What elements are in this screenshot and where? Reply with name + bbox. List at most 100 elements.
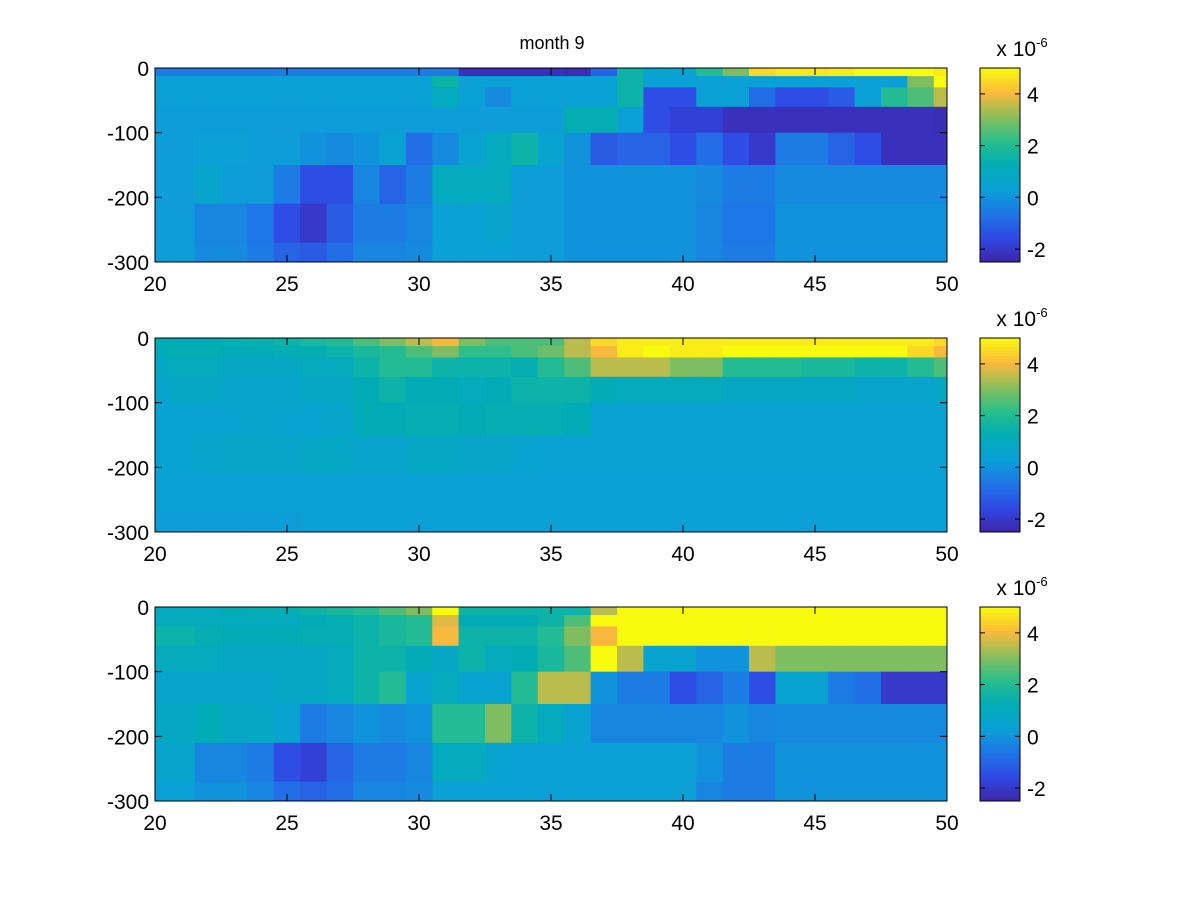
heatmap-cell [854,132,882,166]
heatmap-cell [511,742,539,783]
heatmap-cell [511,106,539,134]
heatmap-cell [511,615,539,627]
colorbar-swatch [980,110,1020,114]
colorbar-swatch [980,519,1020,524]
colorbar-tick-label: -2 [1027,778,1046,801]
heatmap-cell [432,242,460,262]
heatmap-cell [485,704,512,744]
heatmap-cell [273,645,301,673]
heatmap-cell [907,76,935,88]
heatmap-cell [590,512,618,532]
colorbar-swatch [980,667,1020,672]
heatmap-cell [300,645,328,673]
heatmap-cell [933,435,947,475]
heatmap-cell [881,671,908,705]
colorbar-swatch [980,165,1020,169]
heatmap-cell [379,203,407,244]
colorbar-swatch [980,407,1020,412]
heatmap-cell [155,645,169,673]
heatmap-cell [326,512,354,532]
heatmap-cell [194,203,222,244]
heatmap-cell [247,615,275,627]
heatmap-cell [537,473,565,514]
heatmap-cell [643,435,671,475]
colorbar-swatch [980,673,1020,678]
heatmap-cell [537,704,565,744]
heatmap-cell [933,512,947,532]
colorbar-swatch [980,201,1020,205]
x-tick-label: 30 [407,543,430,566]
heatmap-cell [168,68,196,77]
colorbar-swatch [980,204,1020,208]
heatmap-cell [273,76,301,88]
heatmap-cell [326,338,354,347]
heatmap-cell [458,132,486,166]
colorbar-swatch [980,477,1020,481]
heatmap-cell [432,68,460,77]
colorbar-exponent: x 10-6 [996,35,1047,61]
heatmap-cell [221,203,248,244]
colorbar-swatch [980,474,1020,478]
heatmap-cell [590,165,618,205]
heatmap-cell [247,346,275,358]
colorbar-swatch [980,495,1020,500]
heatmap-cell [775,338,803,347]
colorbar-swatch [980,507,1020,512]
colorbar-swatch [980,447,1020,451]
colorbar-swatch [980,365,1020,369]
heatmap-cell [669,346,697,358]
y-tick-label: 0 [137,58,149,81]
heatmap-cell [828,346,856,358]
heatmap-cell [564,704,592,744]
heatmap-cell [155,435,169,475]
colorbar-swatch [980,74,1020,78]
heatmap-cell [273,203,301,244]
colorbar-tick-label: 4 [1027,84,1039,107]
colorbar-swatch [980,785,1020,790]
colorbar-swatch [980,249,1020,254]
heatmap-cell [643,704,671,744]
heatmap-cell [247,338,275,347]
heatmap-cell [617,203,644,244]
heatmap-cell [379,435,407,475]
heatmap-cell [828,87,856,108]
heatmap-cell [379,76,407,88]
heatmap-cell [537,346,565,358]
heatmap-cell [669,106,697,134]
heatmap-cell [221,87,248,108]
heatmap-cell [155,132,169,166]
heatmap-cell [854,357,882,378]
heatmap-cell [432,346,460,358]
heatmap-cell [379,357,407,378]
heatmap-cell [854,76,882,88]
colorbar-swatch [980,613,1020,617]
heatmap-cell [590,203,618,244]
heatmap-cell [669,615,697,627]
heatmap-cell [353,742,380,783]
colorbar-swatch [980,419,1020,424]
heatmap-cell [273,132,301,166]
colorbar-swatch [980,646,1020,650]
heatmap-cell [907,402,935,436]
colorbar-swatch [980,243,1020,248]
y-tick-label: -100 [107,662,149,685]
colorbar-swatch [980,498,1020,503]
colorbar-swatch [980,350,1020,354]
heatmap-cell [775,357,803,378]
colorbar-swatch [980,773,1020,778]
colorbar-swatch [980,643,1020,647]
colorbar-tick-label: -2 [1027,509,1046,532]
heatmap-cell [221,704,248,744]
heatmap-cell [643,626,671,647]
heatmap-cell [168,402,196,436]
heatmap-cell [221,742,248,783]
heatmap-cell [168,87,196,108]
heatmap-cell [801,671,829,705]
heatmap-cell [881,338,908,347]
heatmap-cell [617,607,644,616]
heatmap-cell [458,376,486,404]
heatmap-cell [511,512,539,532]
colorbar-swatch [980,222,1020,227]
colorbar-swatch [980,104,1020,108]
